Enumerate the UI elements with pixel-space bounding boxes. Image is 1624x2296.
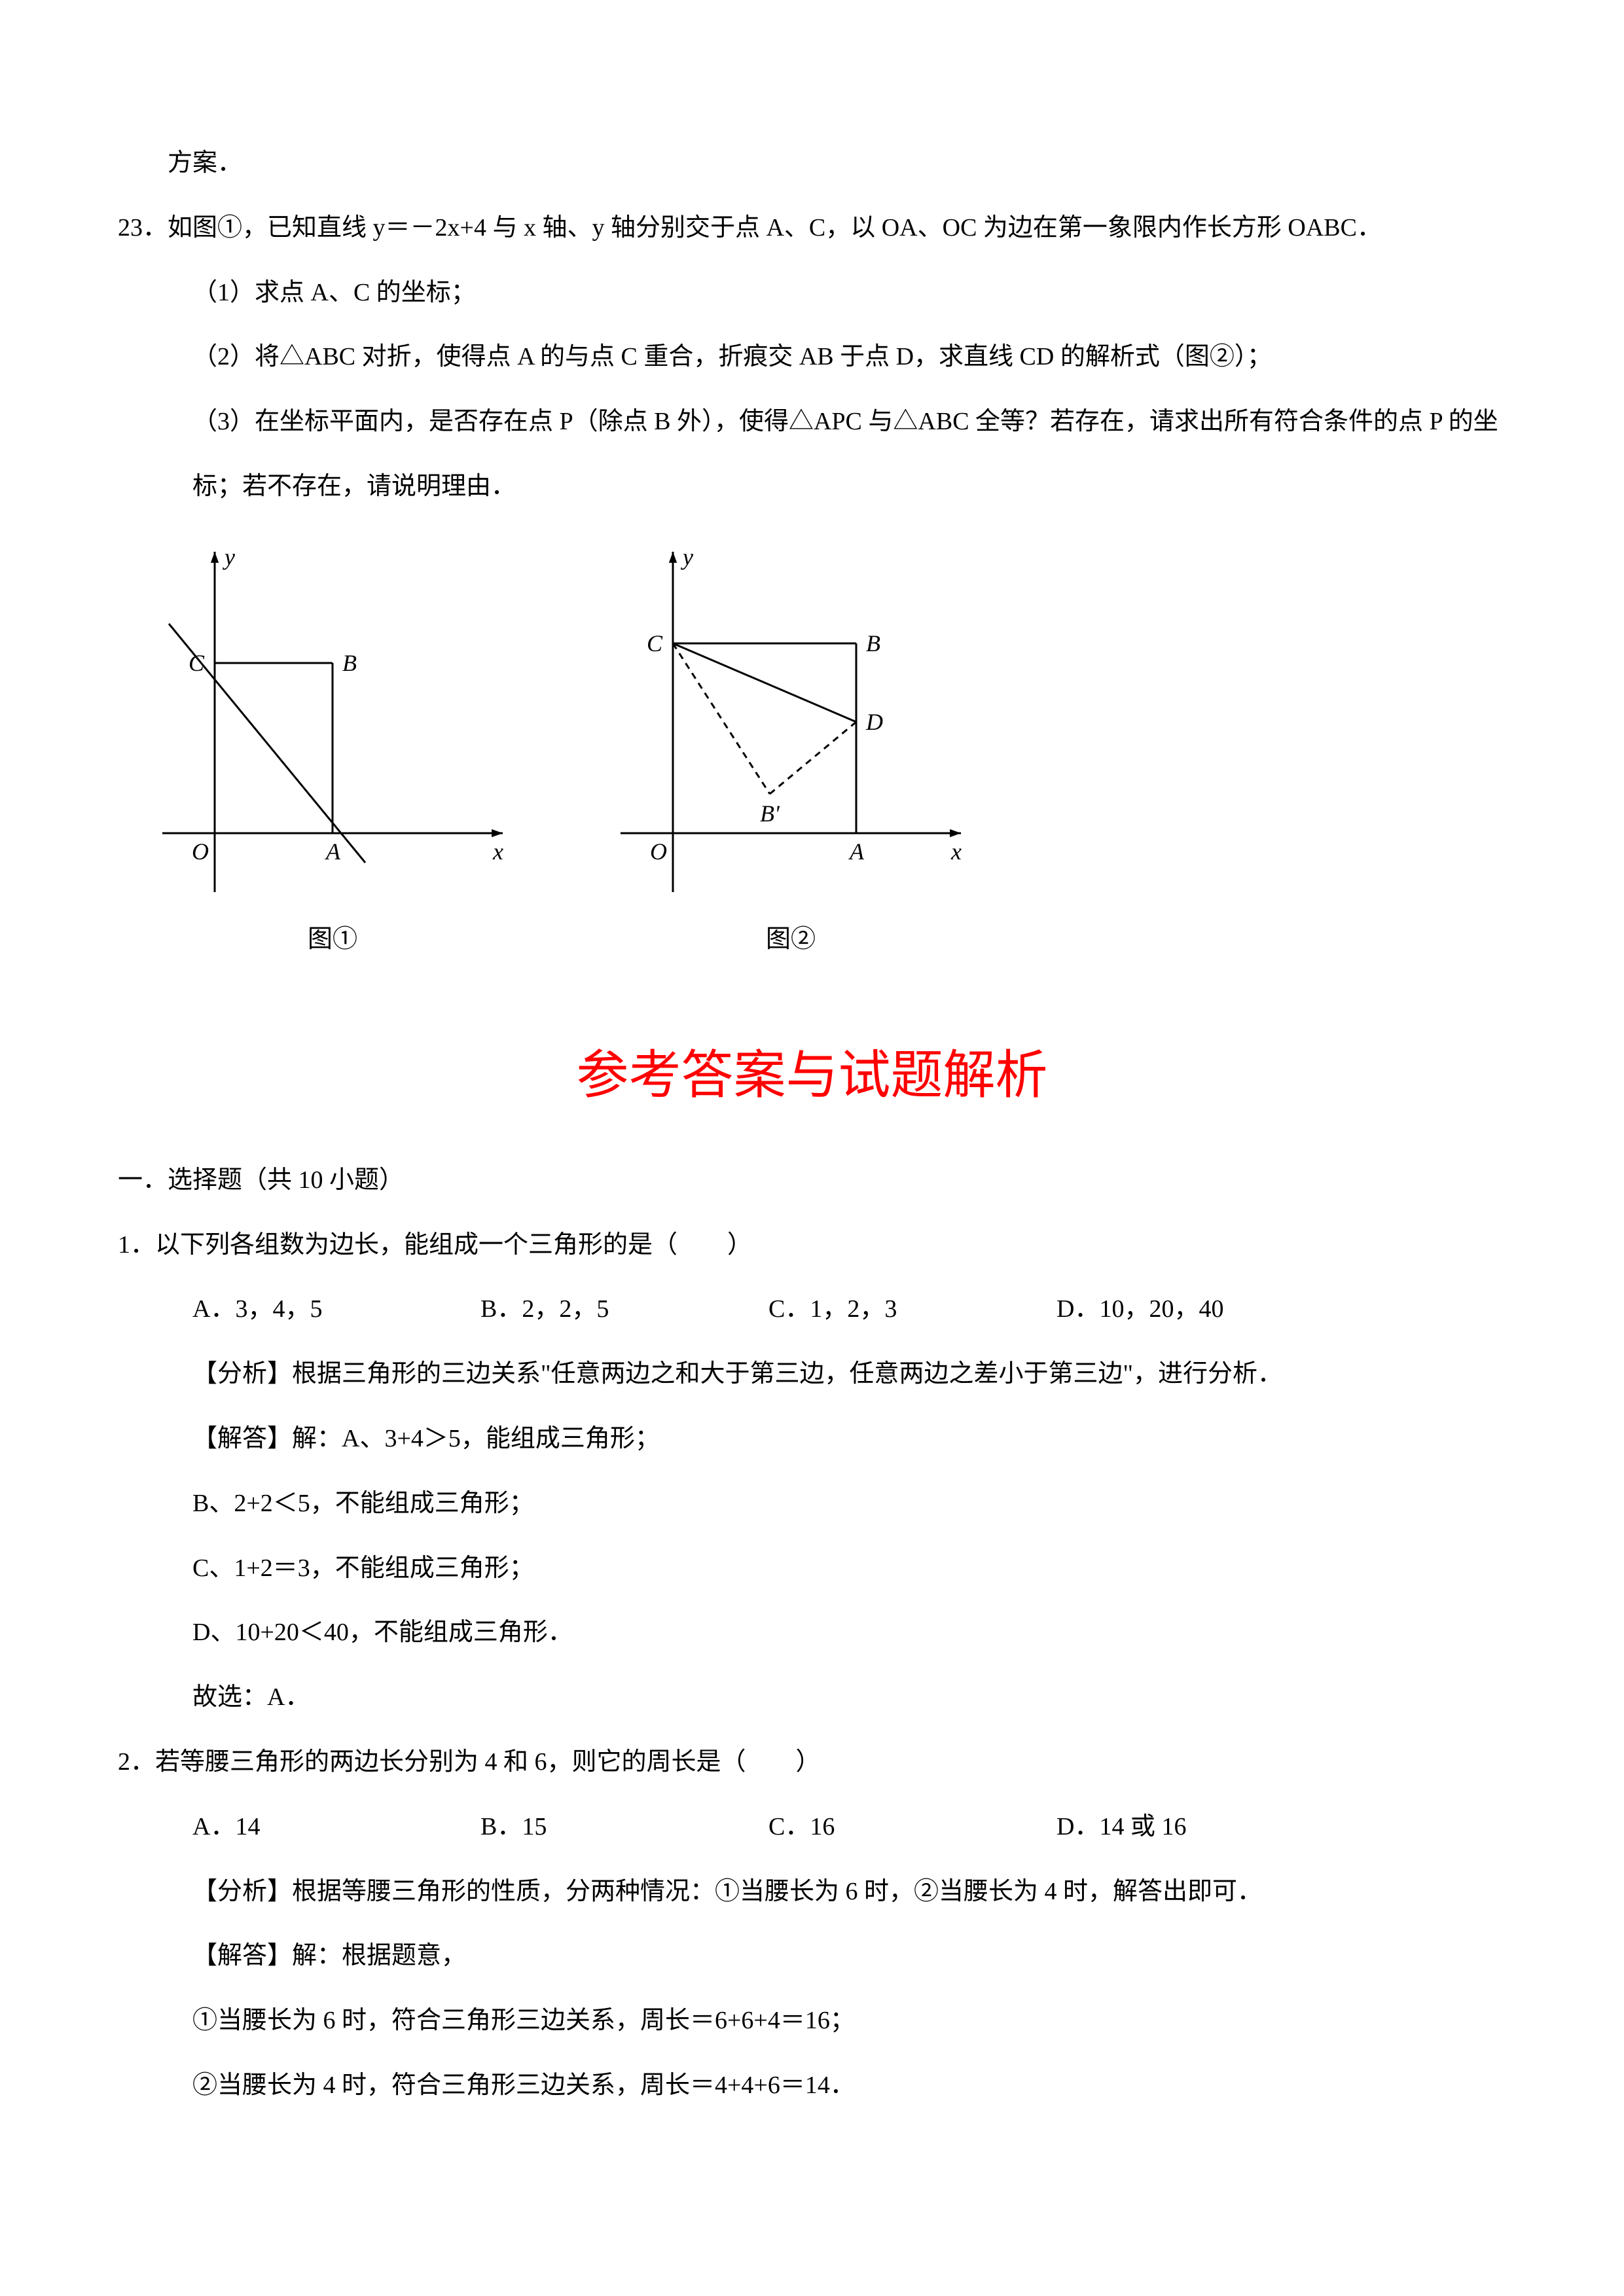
svg-text:x: x <box>950 838 962 865</box>
q1-choices: A．3，4，5 B．2，2，5 C．1，2，3 D．10，20，40 <box>118 1277 1506 1342</box>
q1-choice-c: C．1，2，3 <box>768 1277 926 1342</box>
q1-solve: 【解答】解：A、3+4＞5，能组成三角形； <box>118 1407 1506 1471</box>
q1-solve-d: D、10+20＜40，不能组成三角形． <box>118 1600 1506 1665</box>
answer-heading: 参考答案与试题解析 <box>118 1033 1506 1109</box>
diagram-2: O A C B D B' x y <box>607 539 974 905</box>
svg-text:y: y <box>223 544 235 570</box>
svg-text:C: C <box>189 650 205 676</box>
svg-text:C: C <box>647 630 663 656</box>
q23-p2: （2）将△ABC 对折，使得点 A 的与点 C 重合，折痕交 AB 于点 D，求… <box>118 325 1506 389</box>
q23-p3: （3）在坐标平面内，是否存在点 P（除点 B 外），使得△APC 与△ABC 全… <box>118 389 1506 519</box>
q2-choice-a: A．14 <box>192 1795 350 1859</box>
svg-text:x: x <box>492 838 503 865</box>
q1-stem: 1．以下列各组数为边长，能组成一个三角形的是（ ） <box>118 1213 1506 1278</box>
q2-analysis: 【分析】根据等腰三角形的性质，分两种情况：①当腰长为 6 时，②当腰长为 4 时… <box>118 1859 1506 1924</box>
q2-choices: A．14 B．15 C．16 D．14 或 16 <box>118 1795 1506 1859</box>
svg-text:D: D <box>865 709 883 735</box>
svg-text:O: O <box>650 838 667 865</box>
q2-s1: ①当腰长为 6 时，符合三角形三边关系，周长＝6+6+4＝16； <box>118 1988 1506 2053</box>
q23-num: 23． <box>118 214 168 242</box>
q1-choice-b: B．2，2，5 <box>480 1277 638 1342</box>
diagram-1-container: O A C Bx y 图① <box>149 539 516 954</box>
diagrams-container: O A C Bx y 图① O A C B D B' x y 图② <box>149 539 1506 954</box>
q1-solve-c: C、1+2＝3，不能组成三角形； <box>118 1536 1506 1601</box>
q1-solve-b: B、2+2＜5，不能组成三角形； <box>118 1471 1506 1536</box>
q1-choice-a: A．3，4，5 <box>192 1277 350 1342</box>
q1-answer: 故选：A． <box>118 1665 1506 1730</box>
diagram-1-label: 图① <box>308 918 357 954</box>
q23-p1: （1）求点 A、C 的坐标； <box>118 260 1506 325</box>
q23-stem: 23．如图①，已知直线 y＝－2x+4 与 x 轴、y 轴分别交于点 A、C，以… <box>118 196 1506 260</box>
svg-text:B: B <box>342 650 357 676</box>
q2-s2: ②当腰长为 4 时，符合三角形三边关系，周长＝4+4+6＝14． <box>118 2053 1506 2118</box>
diagram-1: O A C Bx y <box>149 539 516 905</box>
q2-choice-d: D．14 或 16 <box>1056 1795 1214 1859</box>
continuation-text: 方案． <box>118 131 1506 196</box>
diagram-2-label: 图② <box>766 918 816 954</box>
q1-choice-d: D．10，20，40 <box>1056 1277 1223 1342</box>
q2-stem: 2．若等腰三角形的两边长分别为 4 和 6，则它的周长是（ ） <box>118 1730 1506 1795</box>
svg-text:B: B <box>866 630 880 656</box>
svg-text:A: A <box>848 838 865 865</box>
q1-analysis: 【分析】根据三角形的三边关系"任意两边之和大于第三边，任意两边之差小于第三边"，… <box>118 1342 1506 1407</box>
diagram-2-container: O A C B D B' x y 图② <box>607 539 974 954</box>
q2-choice-b: B．15 <box>480 1795 638 1859</box>
svg-text:A: A <box>325 838 341 865</box>
svg-text:O: O <box>192 838 209 865</box>
q2-solve: 【解答】解：根据题意， <box>118 1924 1506 1988</box>
svg-text:B': B' <box>760 800 780 827</box>
q23-text: 如图①，已知直线 y＝－2x+4 与 x 轴、y 轴分别交于点 A、C，以 OA… <box>168 214 1382 242</box>
q2-choice-c: C．16 <box>768 1795 926 1859</box>
svg-text:y: y <box>681 544 693 570</box>
section-1-heading: 一．选择题（共 10 小题） <box>118 1148 1506 1213</box>
